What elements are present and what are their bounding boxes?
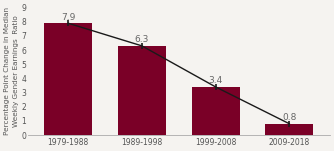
Text: 7.9: 7.9 <box>61 13 75 22</box>
Bar <box>192 87 239 135</box>
Bar <box>118 46 166 135</box>
Text: 0.8: 0.8 <box>282 113 297 122</box>
Text: 6.3: 6.3 <box>135 35 149 44</box>
Bar <box>44 23 92 135</box>
Bar <box>265 124 313 135</box>
Text: 3.4: 3.4 <box>208 76 223 85</box>
Y-axis label: Percentage Point Change in Median
Weekly Gender Earnings  Ratio: Percentage Point Change in Median Weekly… <box>4 7 19 135</box>
